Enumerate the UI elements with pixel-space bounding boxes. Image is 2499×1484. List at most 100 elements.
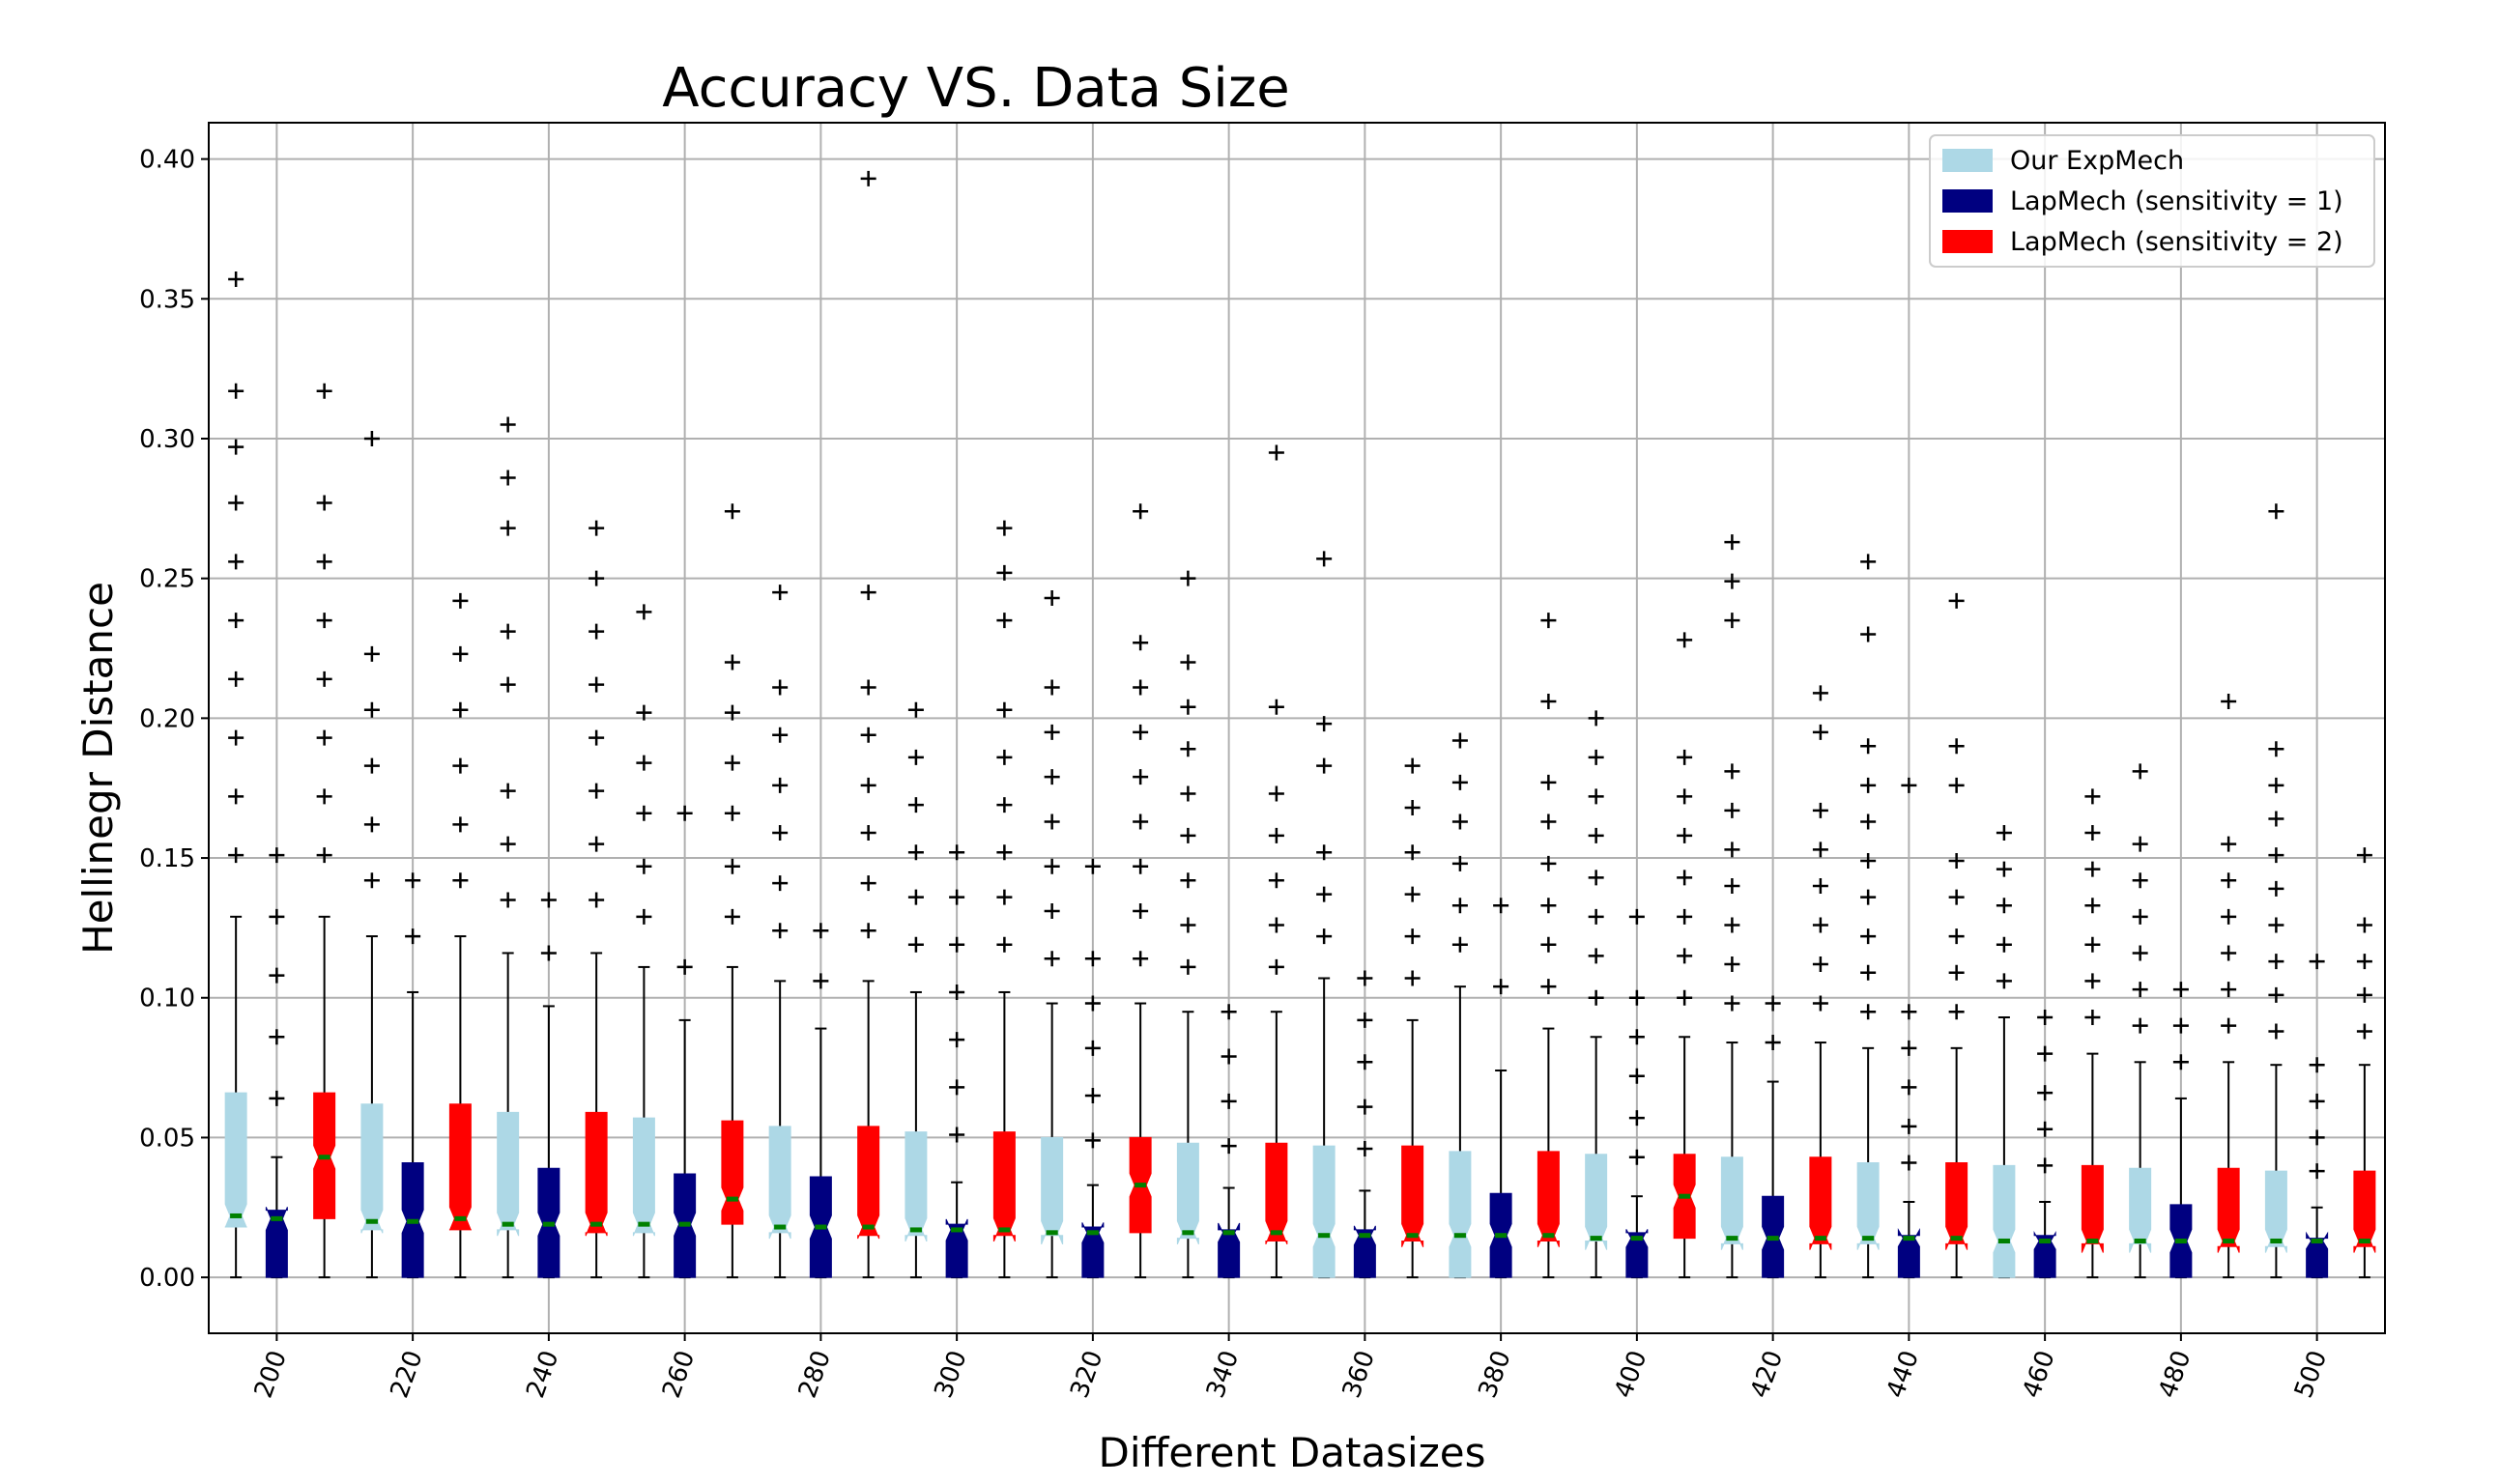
box-group [1585, 710, 1608, 1279]
box-group [537, 892, 560, 1279]
box-group [1489, 898, 1512, 1279]
outlier-marker [996, 520, 1013, 536]
outlier-marker [676, 805, 693, 821]
outlier-marker [1588, 948, 1604, 964]
outlier-marker [996, 797, 1013, 813]
outlier-marker [2268, 503, 2284, 520]
outlier-marker [2172, 982, 2189, 998]
box-group [2306, 954, 2329, 1279]
outlier-marker [1133, 679, 1149, 696]
outlier-marker [1860, 852, 1877, 869]
outlier-marker [1493, 898, 1509, 914]
outlier-marker [500, 892, 516, 908]
outlier-marker [269, 847, 285, 864]
outlier-marker [907, 701, 924, 718]
outlier-marker [2356, 986, 2372, 1003]
grid [209, 123, 2385, 1333]
outlier-marker [1084, 1088, 1101, 1104]
outlier-marker [1268, 872, 1284, 889]
outlier-marker [1044, 951, 1060, 967]
box-body [497, 1111, 520, 1237]
outlier-marker [1451, 732, 1468, 749]
outlier-marker [1901, 777, 1917, 793]
outlier-marker [1677, 749, 1693, 765]
outlier-marker [1996, 825, 2012, 842]
x-tick-label: 360 [1337, 1347, 1381, 1402]
outlier-marker [949, 844, 965, 861]
x-tick-label: 340 [1201, 1347, 1245, 1402]
box-group [1353, 970, 1376, 1279]
outlier-marker [996, 564, 1013, 581]
box-body [2081, 1164, 2104, 1253]
box-group [905, 701, 928, 1279]
outlier-marker [1404, 844, 1421, 861]
outlier-marker [1357, 970, 1373, 986]
box-body [905, 1131, 928, 1242]
outlier-marker [1724, 534, 1740, 551]
outlier-marker [269, 967, 285, 984]
outlier-marker [2356, 917, 2372, 933]
box-body [945, 1218, 968, 1278]
x-tick-label: 480 [2153, 1347, 2197, 1402]
outlier-marker [2084, 936, 2101, 953]
outlier-marker [949, 1032, 965, 1048]
x-axis-label: Different Datasizes [1098, 1429, 1485, 1476]
outlier-marker [1268, 917, 1284, 933]
outlier-marker [1860, 928, 1877, 945]
outlier-marker [1948, 964, 1965, 981]
box-group [992, 520, 1016, 1279]
outlier-marker [1628, 1029, 1645, 1045]
outlier-marker [1588, 989, 1604, 1006]
outlier-marker [1084, 1132, 1101, 1149]
box-group [585, 520, 608, 1279]
box-group [1762, 995, 1785, 1279]
box-body [1625, 1229, 1649, 1278]
outlier-marker [2132, 872, 2148, 889]
outlier-marker [1540, 694, 1557, 710]
outlier-marker [500, 676, 516, 693]
outlier-marker [1044, 769, 1060, 785]
outlier-marker [1084, 951, 1101, 967]
outlier-marker [1540, 855, 1557, 871]
outlier-marker [1677, 788, 1693, 805]
outlier-marker [228, 788, 244, 805]
box-body [1312, 1145, 1336, 1278]
outlier-marker [1044, 679, 1060, 696]
legend-frame [1929, 134, 2375, 268]
outlier-marker [1316, 928, 1333, 945]
outlier-marker [949, 889, 965, 905]
outlier-marker [636, 604, 652, 620]
outlier-marker [1948, 889, 1965, 905]
outlier-marker [676, 958, 693, 975]
outlier-marker [500, 783, 516, 799]
box-group [1945, 592, 1968, 1279]
outlier-marker [589, 676, 605, 693]
box-group [1129, 503, 1152, 1279]
box-body [1720, 1156, 1743, 1250]
box-body [1897, 1228, 1920, 1278]
outlier-marker [1677, 908, 1693, 925]
outlier-marker [1133, 635, 1149, 651]
outlier-marker [1404, 970, 1421, 986]
outlier-marker [316, 671, 332, 687]
box-group [1897, 777, 1920, 1279]
outlier-marker [2132, 945, 2148, 961]
box-group [1041, 589, 1064, 1279]
outlier-marker [500, 470, 516, 486]
box-body [2033, 1230, 2056, 1278]
legend-swatch-lapmech-s2 [1942, 230, 1993, 253]
outlier-marker [1404, 757, 1421, 774]
outlier-marker [2037, 1157, 2054, 1174]
box-body [1081, 1222, 1105, 1278]
legend-swatch-expmech [1942, 149, 1993, 172]
outlier-marker [2084, 825, 2101, 842]
outlier-marker [2037, 1045, 2054, 1062]
box-group [2169, 982, 2193, 1279]
box-body [992, 1131, 1016, 1242]
box-body [1993, 1164, 2016, 1278]
outlier-marker [1677, 870, 1693, 886]
x-tick-label: 440 [1881, 1347, 1925, 1402]
outlier-marker [2268, 847, 2284, 864]
outlier-marker [452, 757, 469, 774]
